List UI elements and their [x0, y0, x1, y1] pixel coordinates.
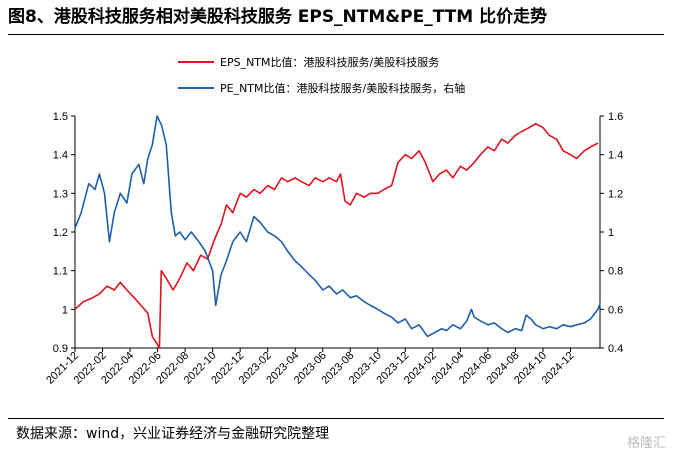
left-tick-label: 0.9	[53, 343, 68, 355]
left-tick-label: 1.2	[53, 227, 68, 239]
left-tick-label: 1.4	[53, 150, 68, 162]
left-tick-label: 1.5	[53, 111, 68, 123]
right-tick-label: 0.8	[608, 266, 623, 278]
source-note: 数据来源：wind，兴业证券经济与金融研究院整理	[16, 426, 330, 442]
footer-rule	[8, 418, 664, 419]
right-tick-label: 0.4	[608, 343, 623, 355]
legend-label: PE_NTM比值：港股科技服务/美股科技服务，右轴	[220, 81, 465, 95]
right-tick-label: 1.6	[608, 111, 623, 123]
right-tick-label: 1.2	[608, 188, 623, 200]
right-tick-label: 1	[608, 227, 614, 239]
left-tick-label: 1.1	[53, 266, 68, 278]
left-tick-label: 1	[62, 304, 68, 316]
title-rule	[8, 34, 664, 35]
watermark-logo: 格隆汇	[626, 436, 666, 451]
legend-label: EPS_NTM比值：港股科技服务/美股科技服务	[220, 55, 439, 69]
chart-axes: 0.911.11.21.31.41.50.40.60.811.21.41.620…	[44, 111, 623, 387]
chart-title: 图8、港股科技服务相对美股科技服务 EPS_NTM&PE_TTM 比价走势	[8, 7, 548, 27]
chart-canvas: 0.911.11.21.31.41.50.40.60.811.21.41.620…	[44, 55, 623, 387]
eps-ntm-ratio-line	[74, 122, 599, 349]
pe-ntm-ratio-line	[74, 115, 601, 338]
chart-legend: EPS_NTM比值：港股科技服务/美股科技服务 PE_NTM比值：港股科技服务/美…	[178, 55, 465, 95]
chart-series	[74, 115, 601, 349]
right-tick-label: 0.6	[608, 304, 623, 316]
left-tick-label: 1.3	[53, 188, 68, 200]
right-tick-label: 1.4	[608, 150, 623, 162]
